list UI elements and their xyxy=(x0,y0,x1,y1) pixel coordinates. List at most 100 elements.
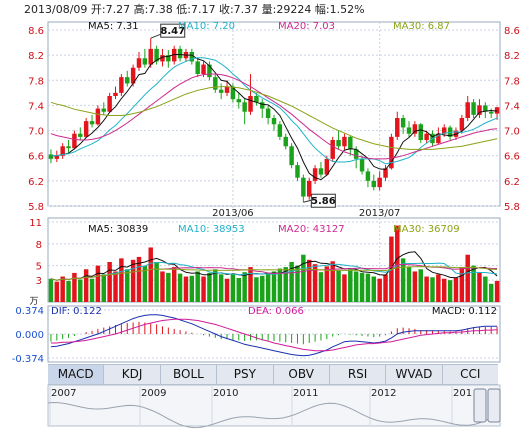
volume-bar xyxy=(324,266,330,302)
candle-body xyxy=(283,136,288,147)
tab-psy[interactable]: PSY xyxy=(217,365,274,384)
volume-bar xyxy=(453,278,459,302)
price-ma-legend: MA5: 7.31 xyxy=(88,21,139,32)
volume-bar xyxy=(277,268,283,302)
candle-body xyxy=(477,105,482,115)
candle-body xyxy=(189,52,195,62)
volume-bar xyxy=(359,272,365,302)
candle-body xyxy=(101,108,106,112)
volume-bar xyxy=(248,267,253,302)
volume-bar xyxy=(107,262,112,302)
candle-body xyxy=(289,146,294,166)
volume-bar xyxy=(406,267,412,302)
price-ma-legend: MA10: 7.20 xyxy=(178,21,235,32)
tab-macd[interactable]: MACD xyxy=(48,365,105,384)
volume-axis-label: 3 xyxy=(36,276,42,287)
candle-body xyxy=(119,77,124,93)
candle-body xyxy=(260,102,265,109)
macd-axis-label: 0.374 xyxy=(15,306,44,317)
candle-body xyxy=(154,48,159,62)
volume-bar xyxy=(60,276,65,302)
candle-body xyxy=(207,64,212,78)
candle-body xyxy=(89,121,95,125)
volume-bar xyxy=(260,275,265,302)
candle-body xyxy=(201,64,206,74)
date-axis-label: 2013/07 xyxy=(359,208,401,219)
price-axis-label-left: 7.4 xyxy=(28,101,44,112)
candle-body xyxy=(265,108,271,118)
candle-body xyxy=(125,77,130,84)
volume-ma30-line xyxy=(50,266,498,281)
high-marker-line xyxy=(150,33,161,39)
tab-rsi[interactable]: RSI xyxy=(330,365,387,384)
candle-body xyxy=(342,136,347,147)
timeline-sparkline xyxy=(47,401,501,429)
volume-bar xyxy=(136,256,142,302)
candle-body xyxy=(78,133,83,137)
volume-bar xyxy=(195,271,200,302)
candle-body xyxy=(377,177,382,188)
candle-body xyxy=(348,136,353,150)
panel-frame xyxy=(47,21,501,207)
candle-body xyxy=(72,133,77,149)
price-axis-label-left: 6.2 xyxy=(28,177,44,188)
candle-body xyxy=(359,158,365,172)
candle-body xyxy=(442,127,447,134)
volume-bar xyxy=(330,261,335,302)
candle-body xyxy=(395,118,400,137)
tab-wvad[interactable]: WVAD xyxy=(386,365,443,384)
candle-body xyxy=(436,133,441,144)
dif-line xyxy=(50,314,498,357)
volume-bar xyxy=(224,278,230,302)
volume-bar xyxy=(436,274,441,302)
candle-body xyxy=(113,92,118,96)
timeline-year-label: 2007 xyxy=(51,388,76,399)
volume-bar xyxy=(488,283,494,302)
volume-bar xyxy=(213,269,218,302)
volume-bar xyxy=(465,254,470,302)
price-axis-label-right: 8.2 xyxy=(504,51,520,62)
candle-body xyxy=(136,58,142,68)
volume-bar xyxy=(342,274,347,302)
volume-bar xyxy=(424,276,429,302)
candle-body xyxy=(453,130,459,137)
candle-body xyxy=(213,77,218,90)
volume-bar xyxy=(365,273,371,302)
volume-bar xyxy=(130,259,136,302)
candle-body xyxy=(365,171,371,181)
volume-bar xyxy=(160,271,165,302)
price-axis-label-left: 8.2 xyxy=(28,51,44,62)
volume-bar xyxy=(201,276,206,302)
volume-bar xyxy=(447,280,453,302)
price-axis-label-right: 7.0 xyxy=(504,127,520,138)
candle-body xyxy=(389,136,394,169)
volume-bar xyxy=(242,272,247,302)
candle-body xyxy=(218,89,224,93)
volume-bar xyxy=(483,276,488,302)
dea-legend: DEA: 0.066 xyxy=(248,306,304,317)
candle-body xyxy=(95,108,101,125)
volume-bar xyxy=(189,275,195,302)
volume-bar xyxy=(442,278,447,302)
candle-body xyxy=(230,86,236,100)
candle-body xyxy=(471,102,476,115)
dif-legend: DIF: 0.122 xyxy=(51,306,102,317)
tab-obv[interactable]: OBV xyxy=(274,365,330,384)
volume-bar xyxy=(418,269,423,302)
tab-cci[interactable]: CCI xyxy=(460,367,481,381)
price-ma-legend: MA20: 7.03 xyxy=(278,21,335,32)
volume-bar xyxy=(471,265,476,302)
candle-body xyxy=(48,154,54,159)
volume-bar xyxy=(353,271,359,302)
volume-bar xyxy=(78,279,83,302)
volume-bar xyxy=(400,258,406,302)
volume-bar xyxy=(312,264,318,302)
volume-ma10-line xyxy=(50,261,498,281)
price-axis-label-left: 7.8 xyxy=(28,76,44,87)
volume-bar xyxy=(154,262,159,302)
tab-kdj[interactable]: KDJ xyxy=(104,365,161,384)
quote-header: 2013/08/09 开:7.27 高:7.38 低:7.17 收:7.37 量… xyxy=(24,3,365,16)
tab-boll[interactable]: BOLL xyxy=(161,365,218,384)
candle-body xyxy=(107,96,112,112)
